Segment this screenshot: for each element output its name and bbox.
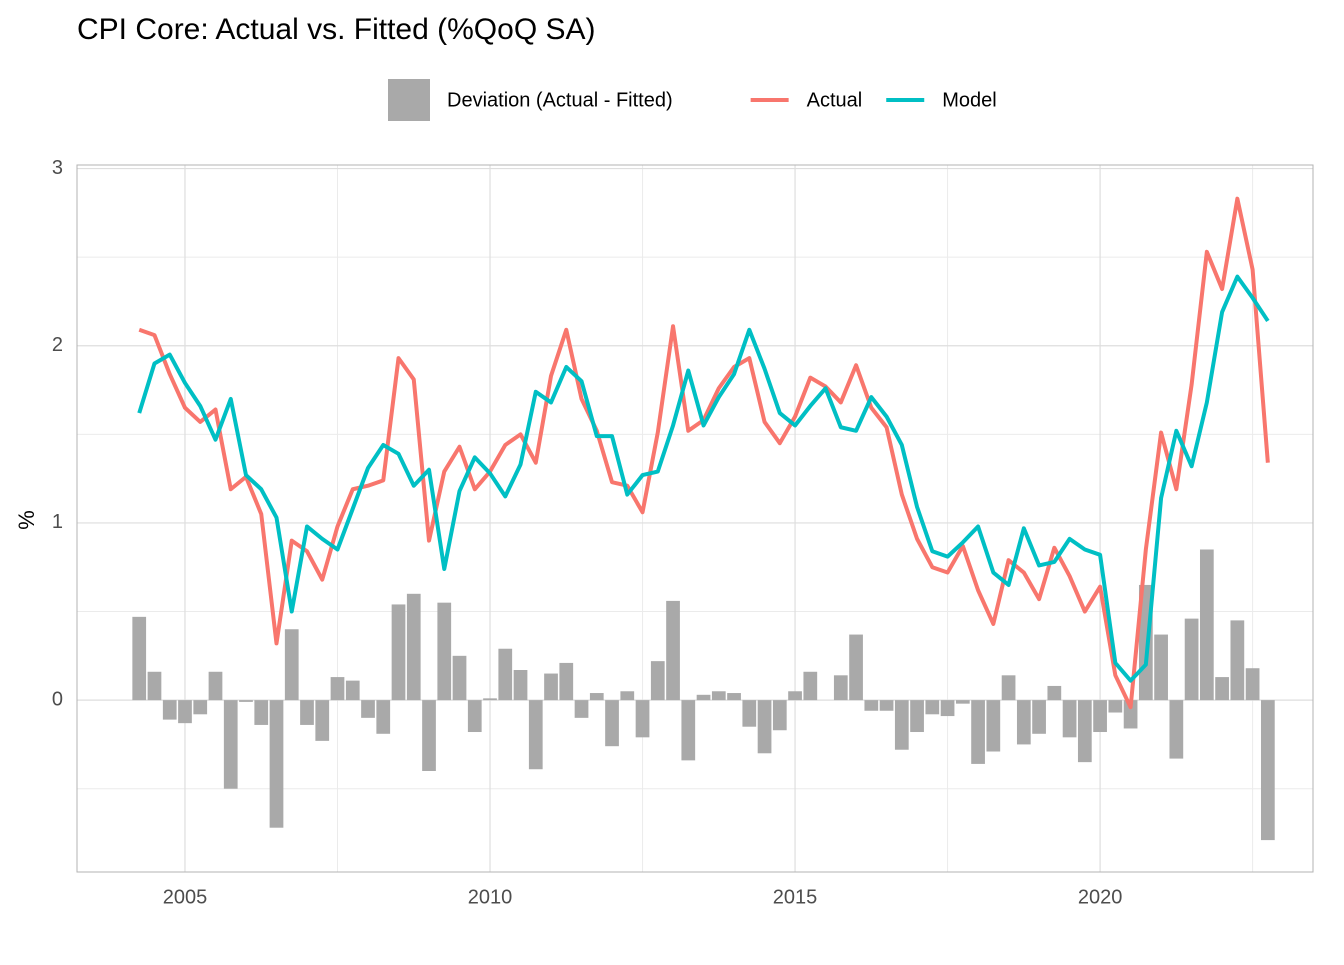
bar xyxy=(803,671,818,701)
bar xyxy=(757,700,772,754)
bar xyxy=(1032,700,1046,734)
bar xyxy=(620,691,635,701)
bar xyxy=(269,700,284,828)
bar xyxy=(132,616,147,701)
bar xyxy=(330,677,345,701)
y-tick-label: 3 xyxy=(52,157,63,179)
bar xyxy=(483,698,497,701)
bar xyxy=(528,700,543,770)
bar xyxy=(1077,700,1092,763)
bar xyxy=(742,700,757,727)
bar xyxy=(727,693,741,701)
bar xyxy=(1199,549,1214,701)
bar xyxy=(955,700,970,704)
bar xyxy=(361,700,375,718)
y-tick-label: 0 xyxy=(52,688,63,710)
bar xyxy=(193,700,208,715)
y-tick-label: 2 xyxy=(52,334,63,356)
bar xyxy=(452,655,467,701)
bar xyxy=(544,673,558,701)
legend-label: Actual xyxy=(807,89,863,111)
bar xyxy=(178,700,192,724)
bar xyxy=(513,670,528,701)
bar xyxy=(1001,675,1016,701)
bar xyxy=(635,700,650,738)
bar xyxy=(437,602,452,701)
y-tick-label: 1 xyxy=(52,511,63,533)
bar xyxy=(925,700,940,715)
bar xyxy=(1215,677,1229,701)
bar xyxy=(315,700,330,741)
bar xyxy=(1123,700,1138,729)
bar xyxy=(772,700,787,731)
bar xyxy=(650,661,665,701)
legend: Deviation (Actual - Fitted) Actual Model xyxy=(388,79,997,121)
bar xyxy=(879,700,894,711)
bar xyxy=(345,680,360,701)
bar xyxy=(849,634,863,701)
bar xyxy=(1169,700,1184,759)
bar xyxy=(589,693,604,701)
line xyxy=(137,274,1270,683)
bar xyxy=(147,671,162,701)
bar xyxy=(788,691,802,701)
bar xyxy=(1154,634,1168,701)
bar xyxy=(1245,668,1260,701)
bar xyxy=(1230,620,1245,701)
line xyxy=(138,196,1270,710)
bar xyxy=(376,700,391,734)
bar xyxy=(971,700,985,764)
bar xyxy=(1093,700,1107,733)
bar xyxy=(284,629,299,701)
bar xyxy=(223,700,238,789)
bar xyxy=(1184,618,1199,701)
bar xyxy=(1016,700,1031,745)
bar xyxy=(498,648,513,701)
x-tick-label: 2010 xyxy=(468,886,513,908)
x-tick-label: 2020 xyxy=(1078,886,1123,908)
bar xyxy=(986,700,1001,752)
bar xyxy=(574,700,589,718)
bar xyxy=(605,700,619,747)
bar xyxy=(864,700,879,711)
bar xyxy=(711,691,726,701)
x-tick-label: 2015 xyxy=(773,886,818,908)
bar xyxy=(162,700,177,720)
legend-label: Deviation (Actual - Fitted) xyxy=(447,89,673,111)
bar xyxy=(666,600,680,701)
chart-title: CPI Core: Actual vs. Fitted (%QoQ SA) xyxy=(77,13,596,46)
bar xyxy=(1260,700,1275,841)
bar xyxy=(422,700,436,771)
bar xyxy=(300,700,314,725)
plot-border xyxy=(76,164,1314,873)
bar xyxy=(254,700,269,725)
bar xyxy=(391,604,406,701)
bar xyxy=(1047,685,1062,701)
bar xyxy=(696,694,711,701)
bar xyxy=(910,700,924,733)
bar xyxy=(940,700,955,717)
bar xyxy=(894,700,909,750)
bar xyxy=(1108,700,1123,713)
legend-label: Model xyxy=(942,89,996,111)
bar xyxy=(467,700,482,733)
x-tick-label: 2005 xyxy=(163,886,208,908)
bar xyxy=(1062,700,1077,738)
bar xyxy=(833,675,848,701)
bar xyxy=(406,593,421,701)
bar xyxy=(208,671,223,701)
bar xyxy=(681,700,696,761)
y-axis-label: % xyxy=(14,510,39,530)
legend-swatch xyxy=(388,79,430,121)
bar xyxy=(559,662,574,701)
bar xyxy=(239,700,253,702)
